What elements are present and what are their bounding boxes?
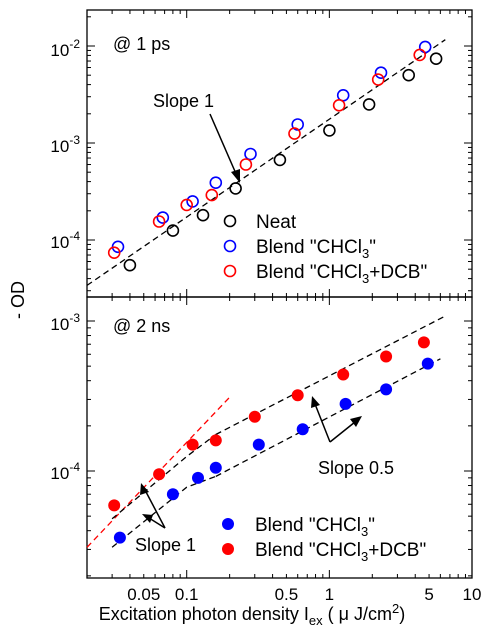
x-tick-label: 0.1	[175, 585, 199, 604]
top-series0-point	[362, 98, 376, 111]
bottom-slope05-arrow-1	[314, 403, 331, 443]
legend-label-blend-chcl3-dcb: Blend "CHCl3+DCB"	[256, 262, 427, 286]
bottom-slope1-arrow-1	[144, 489, 166, 529]
top-series2-point	[180, 198, 193, 212]
top-series0-point	[123, 258, 137, 272]
bottom-slope05-arrowhead-1	[311, 396, 320, 408]
bottom-series0-point	[209, 461, 222, 474]
bottom-slope05-arrowhead-2	[350, 416, 362, 427]
x-tick-label: 0.05	[127, 585, 160, 604]
bottom-series0-point	[421, 357, 434, 370]
top-ytick-label-1e-2: 10-2	[50, 37, 80, 60]
top-series2-point	[413, 48, 427, 62]
top-series1-point	[244, 147, 257, 161]
top-series0-point	[166, 224, 180, 237]
legend-marker-blend-chcl3-filled	[222, 518, 234, 530]
bottom-series0-point	[166, 488, 179, 501]
x-tick-labels: 0.05 0.1 0.5 1 5 10	[127, 585, 481, 604]
bottom-series1-point	[337, 368, 350, 381]
top-series2-point	[288, 127, 301, 140]
top-series1-point	[418, 40, 432, 54]
bottom-series0-point	[296, 423, 309, 436]
legend-marker-neat	[223, 214, 237, 228]
top-series0-point	[429, 52, 443, 66]
bottom-ytick-label-1e-3: 10-3	[50, 311, 80, 334]
top-ytick-label-1e-3: 10-3	[50, 133, 80, 156]
bottom-panel-frame	[86, 296, 473, 579]
bottom-panel-fit-lines	[86, 315, 446, 548]
legend-label-neat: Neat	[256, 212, 297, 233]
bottom-series1-point	[291, 389, 304, 402]
bottom-slope1-arrowhead-1	[140, 483, 149, 495]
top-series2-point	[332, 99, 346, 112]
x-tick-label: 10	[463, 585, 482, 604]
bottom-slope1-annotation: Slope 1	[135, 535, 196, 555]
x-axis-title: Excitation photon density Iex ( μ J/cm2)	[99, 601, 405, 627]
legend-label-blend-chcl3-filled: Blend "CHCl3"	[255, 515, 375, 539]
top-series0-point	[273, 153, 287, 167]
bottom-fit-line	[215, 358, 441, 477]
top-legend: Neat Blend "CHCl3" Blend "CHCl3+DCB"	[223, 212, 427, 286]
top-series0-point	[402, 68, 416, 82]
bottom-series1-point	[209, 434, 222, 447]
bottom-series0-point	[380, 383, 393, 396]
top-series2-point	[205, 188, 219, 202]
bottom-series0-point	[192, 471, 204, 484]
top-series2-point	[371, 73, 385, 86]
top-series0-point	[196, 208, 210, 222]
top-slope1-annotation: Slope 1	[153, 91, 214, 111]
legend-marker-blend-chcl3	[223, 239, 237, 253]
top-series0-point	[323, 124, 336, 137]
top-series2-point	[239, 158, 253, 171]
top-slope1-arrow	[209, 113, 238, 177]
bottom-panel-markers	[108, 336, 434, 544]
bottom-panel-label: @ 2 ns	[113, 316, 170, 336]
bottom-series1-point	[108, 499, 121, 512]
bottom-slope05-annotation: Slope 0.5	[318, 458, 394, 478]
bottom-series0-point	[339, 397, 352, 410]
legend-marker-blend-chcl3-dcb	[223, 264, 237, 278]
top-panel-ticks	[86, 10, 473, 297]
top-slope1-arrowhead	[231, 169, 240, 183]
top-series2-point	[152, 215, 166, 228]
bottom-series1-point	[186, 438, 199, 451]
y-axis-title: - OD	[8, 281, 28, 319]
bottom-series1-point	[417, 336, 430, 349]
top-fit-line	[86, 39, 446, 286]
top-series1-point	[209, 176, 223, 189]
bottom-series0-point	[252, 438, 265, 451]
top-ytick-label-1e-4: 10-4	[50, 229, 80, 252]
bottom-slope1-arrow-2	[148, 517, 166, 529]
bottom-legend: Blend "CHCl3" Blend "CHCl3+DCB"	[222, 515, 426, 564]
top-panel-fit-lines	[86, 39, 446, 286]
top-panel-label: @ 1 ps	[113, 34, 170, 54]
bottom-fit-line	[111, 433, 217, 520]
bottom-series1-point	[380, 350, 393, 363]
bottom-series1-point	[248, 410, 261, 423]
bottom-ytick-label-1e-4: 10-4	[50, 460, 80, 483]
x-tick-label: 0.5	[275, 585, 299, 604]
bottom-slope05-arrow-2	[329, 421, 356, 443]
x-tick-label: 1	[325, 585, 334, 604]
legend-marker-blend-chcl3-dcb-filled	[222, 543, 234, 555]
bottom-series0-point	[113, 531, 126, 544]
top-series0-point	[229, 182, 242, 195]
legend-label-blend-chcl3-dcb-filled: Blend "CHCl3+DCB"	[255, 540, 426, 564]
bottom-fit-line	[111, 475, 217, 548]
bottom-series1-point	[153, 468, 166, 481]
x-tick-label: 5	[424, 585, 433, 604]
bottom-panel-ticks	[86, 297, 473, 578]
bottom-slope1-arrowhead-2	[142, 514, 153, 523]
top-series1-point	[156, 211, 170, 224]
top-series2-point	[107, 246, 121, 259]
legend-label-blend-chcl3: Blend "CHCl3"	[256, 237, 376, 261]
top-panel-markers	[107, 40, 443, 272]
top-series1-point	[374, 66, 388, 79]
